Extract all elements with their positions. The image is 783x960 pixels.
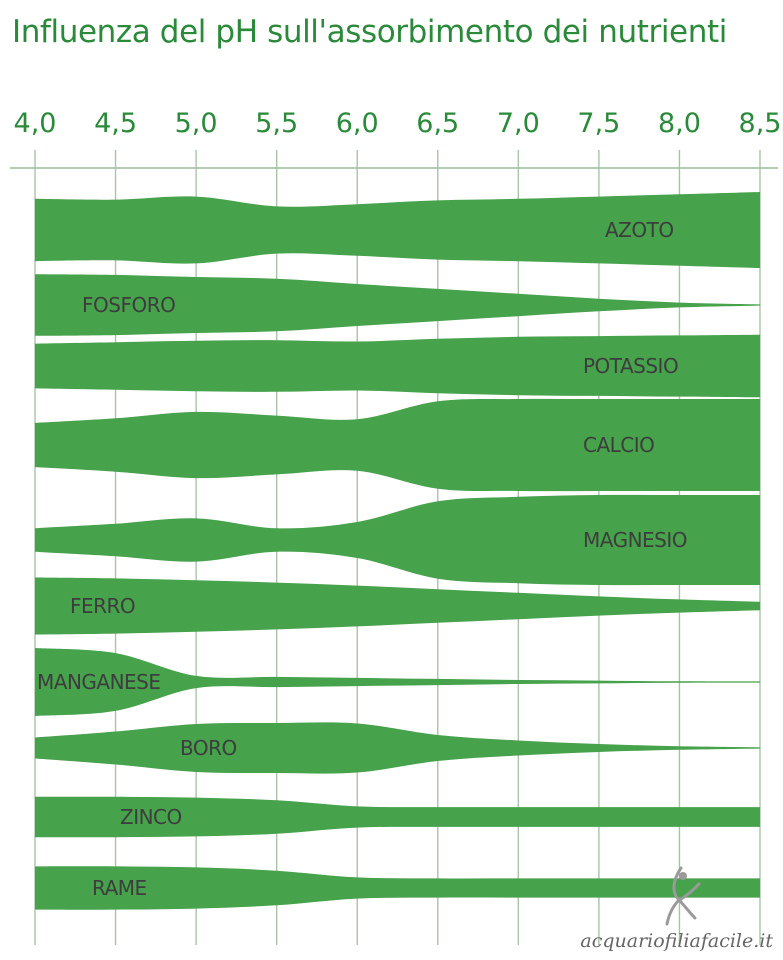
x-tick-label: 7,5: [577, 108, 620, 139]
band-ferro: [35, 577, 760, 635]
watermark-text: acquariofiliafacile.it: [580, 930, 773, 952]
fish-icon: [665, 866, 701, 926]
series-label-zinco: ZINCO: [120, 805, 182, 829]
x-tick-label: 5,0: [175, 108, 218, 139]
band-magnesio: [35, 494, 760, 586]
band-boro: [35, 722, 760, 774]
series-label-rame: RAME: [92, 876, 147, 900]
x-tick-label: 4,0: [14, 108, 57, 139]
series-label-manganese: MANGANESE: [37, 670, 161, 694]
series-label-calcio: CALCIO: [583, 433, 654, 457]
series-label-boro: BORO: [180, 736, 237, 760]
x-tick-label: 6,0: [336, 108, 379, 139]
x-tick-label: 6,5: [416, 108, 459, 139]
chart-title: Influenza del pH sull'assorbimento dei n…: [12, 14, 727, 50]
band-calcio: [35, 398, 760, 492]
band-fosforo: [35, 274, 760, 336]
x-tick-label: 4,5: [94, 108, 137, 139]
x-tick-label: 7,0: [497, 108, 540, 139]
band-zinco: [35, 796, 760, 838]
series-label-magnesio: MAGNESIO: [583, 528, 687, 552]
series-label-fosforo: FOSFORO: [82, 293, 175, 317]
series-label-azoto: AZOTO: [605, 218, 674, 242]
x-tick-label: 5,5: [255, 108, 298, 139]
series-label-ferro: FERRO: [70, 594, 135, 618]
x-tick-label: 8,0: [658, 108, 701, 139]
band-manganese: [35, 648, 760, 716]
band-rame: [35, 866, 760, 910]
band-azoto: [35, 192, 760, 268]
series-label-potassio: POTASSIO: [583, 354, 678, 378]
band-potassio: [35, 334, 760, 398]
x-tick-label: 8,5: [739, 108, 782, 139]
